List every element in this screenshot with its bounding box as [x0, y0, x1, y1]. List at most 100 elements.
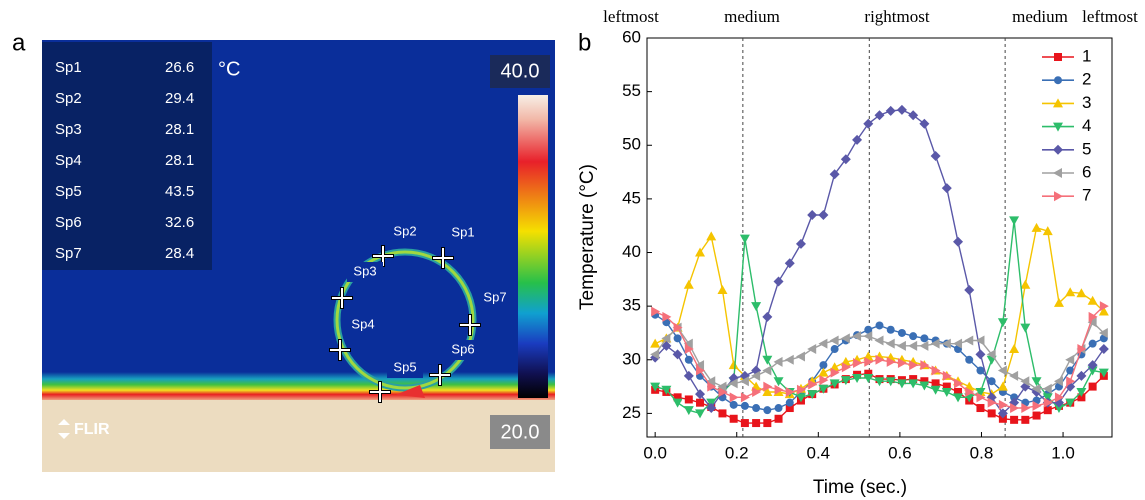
scale-max-box — [490, 55, 550, 88]
y-tick-label: 50 — [622, 135, 641, 154]
marker — [1031, 377, 1042, 387]
marker — [818, 338, 828, 349]
spot-tag — [477, 288, 513, 308]
scale-min-box — [490, 415, 550, 449]
marker — [841, 362, 851, 373]
marker — [1031, 383, 1041, 394]
spot-tag-label: Sp1 — [451, 224, 474, 239]
legend-marker — [1053, 122, 1063, 132]
legend-label: 2 — [1082, 70, 1091, 89]
marker — [695, 247, 706, 257]
crosshair — [430, 365, 450, 385]
marker — [987, 377, 996, 386]
x-tick-label: 0.4 — [806, 443, 830, 462]
marker — [896, 379, 907, 389]
marker — [807, 209, 818, 220]
marker — [773, 356, 783, 367]
marker — [875, 321, 884, 330]
marker — [807, 390, 818, 400]
spot-tag-label: Sp4 — [351, 316, 374, 331]
marker — [729, 392, 739, 403]
marker — [896, 104, 907, 115]
spot-name: Sp4 — [55, 152, 82, 169]
spot-value: 43.5 — [165, 183, 194, 200]
marker — [650, 338, 661, 348]
marker — [740, 401, 749, 410]
marker — [672, 349, 683, 360]
marker — [752, 419, 761, 428]
marker — [931, 379, 940, 388]
marker — [908, 379, 919, 389]
marker — [829, 169, 840, 180]
marker — [718, 386, 728, 397]
marker — [762, 386, 773, 396]
marker — [706, 231, 717, 241]
marker — [774, 384, 784, 395]
marker — [920, 334, 929, 343]
marker — [1054, 392, 1064, 403]
marker — [651, 306, 661, 317]
unit-label: °C — [218, 58, 240, 80]
marker — [997, 318, 1008, 328]
legend-marker — [1054, 53, 1062, 61]
marker — [684, 344, 694, 355]
logo: FLIR — [74, 421, 110, 438]
y-tick-label: 30 — [622, 349, 641, 368]
marker — [920, 360, 930, 371]
marker — [852, 331, 862, 342]
marker — [954, 378, 964, 389]
marker — [706, 376, 716, 387]
marker — [864, 325, 873, 334]
panel-label: b — [578, 29, 591, 56]
annotation: leftmost — [1082, 7, 1138, 26]
marker — [1098, 306, 1109, 316]
marker — [1020, 323, 1031, 333]
marker — [852, 134, 863, 145]
marker — [695, 360, 705, 371]
marker — [707, 381, 717, 392]
legend-marker — [1054, 191, 1063, 202]
marker — [796, 384, 806, 395]
marker — [875, 354, 885, 365]
marker — [1021, 415, 1030, 424]
marker — [941, 387, 952, 397]
marker — [1087, 317, 1097, 328]
spot-value: 28.4 — [165, 245, 194, 262]
marker — [886, 356, 896, 367]
marker — [1021, 403, 1031, 414]
marker — [661, 340, 672, 351]
crosshair — [332, 288, 352, 308]
legend-label: 3 — [1082, 93, 1091, 112]
marker — [908, 110, 919, 121]
legend-label: 1 — [1082, 46, 1091, 65]
marker — [1043, 406, 1052, 415]
marker — [1009, 370, 1019, 381]
crosshair — [460, 315, 480, 335]
marker — [795, 238, 806, 249]
marker — [650, 349, 660, 360]
marker — [864, 356, 874, 367]
marker — [1088, 382, 1097, 391]
marker — [976, 366, 985, 375]
marker — [696, 365, 706, 376]
marker — [672, 398, 683, 408]
marker — [740, 419, 749, 428]
spot-tag-label: Sp6 — [451, 341, 474, 356]
marker — [1098, 344, 1109, 355]
marker — [1032, 411, 1041, 420]
hot-spot — [370, 385, 425, 398]
annotation: leftmost — [603, 7, 659, 26]
marker — [717, 285, 728, 295]
marker — [1087, 295, 1098, 305]
spot-tag-label: Sp3 — [353, 263, 376, 278]
marker — [717, 381, 727, 392]
marker — [650, 382, 661, 392]
marker — [840, 333, 850, 344]
marker — [1099, 301, 1109, 312]
legend-label: 6 — [1082, 162, 1091, 181]
marker — [930, 150, 941, 161]
marker — [874, 110, 885, 121]
marker — [885, 105, 896, 116]
marker — [863, 118, 874, 129]
marker — [953, 393, 964, 403]
